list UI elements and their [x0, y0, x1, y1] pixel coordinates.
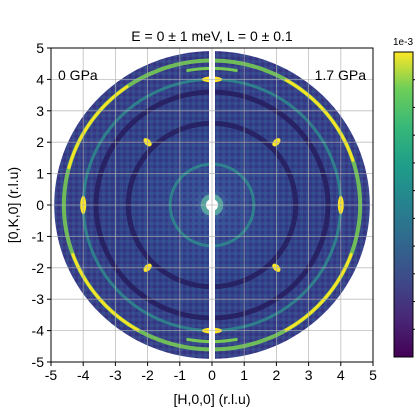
x-tick-label: -2 [141, 367, 154, 383]
plot-area [50, 47, 374, 363]
y-tick-label: -1 [32, 228, 45, 244]
bright-arc [284, 78, 355, 162]
x-tick-label: -5 [45, 367, 58, 383]
x-tick-label: 5 [369, 367, 377, 383]
y-tick-label: -5 [32, 354, 45, 370]
plot-title: E = 0 ± 1 meV, L = 0 ± 0.1 [131, 28, 293, 44]
y-tick-label: -3 [32, 291, 45, 307]
panel-label-right: 1.7 GPa [315, 67, 367, 83]
x-tick-labels: -5 -4 -3 -2 -1 0 1 2 3 4 5 [45, 367, 377, 383]
y-tick-label: 5 [36, 40, 44, 56]
bright-arc [71, 252, 140, 332]
x-tick-label: -4 [77, 367, 90, 383]
x-axis-title: [H,0,0] (r.l.u) [173, 391, 250, 407]
panel-label-left: 0 GPa [58, 67, 98, 83]
colorbar: 1e-3 [393, 37, 415, 358]
bright-arc [67, 85, 129, 170]
x-tick-label: 1 [240, 367, 248, 383]
y-tick-label: 4 [36, 71, 44, 87]
y-tick-label: 0 [36, 197, 44, 213]
axis-ticks [47, 47, 374, 366]
colorbar-exponent-label: 1e-3 [393, 37, 413, 48]
x-tick-label: 0 [208, 367, 216, 383]
y-axis-title: [0,K,0] (r.l.u) [5, 167, 21, 243]
y-tick-label: 1 [36, 166, 44, 182]
y-tick-label: 2 [36, 134, 44, 150]
y-tick-labels: -5 -4 -3 -2 -1 0 1 2 3 4 5 [32, 40, 45, 370]
x-tick-label: 3 [305, 367, 313, 383]
y-tick-label: -2 [32, 260, 45, 276]
x-tick-label: -3 [109, 367, 122, 383]
y-tick-label: -4 [32, 323, 45, 339]
x-tick-label: 2 [273, 367, 281, 383]
y-tick-label: 3 [36, 103, 44, 119]
bright-arc [284, 252, 353, 332]
x-tick-label: 4 [337, 367, 345, 383]
colorbar-gradient [393, 51, 414, 358]
x-tick-label: -1 [174, 367, 187, 383]
